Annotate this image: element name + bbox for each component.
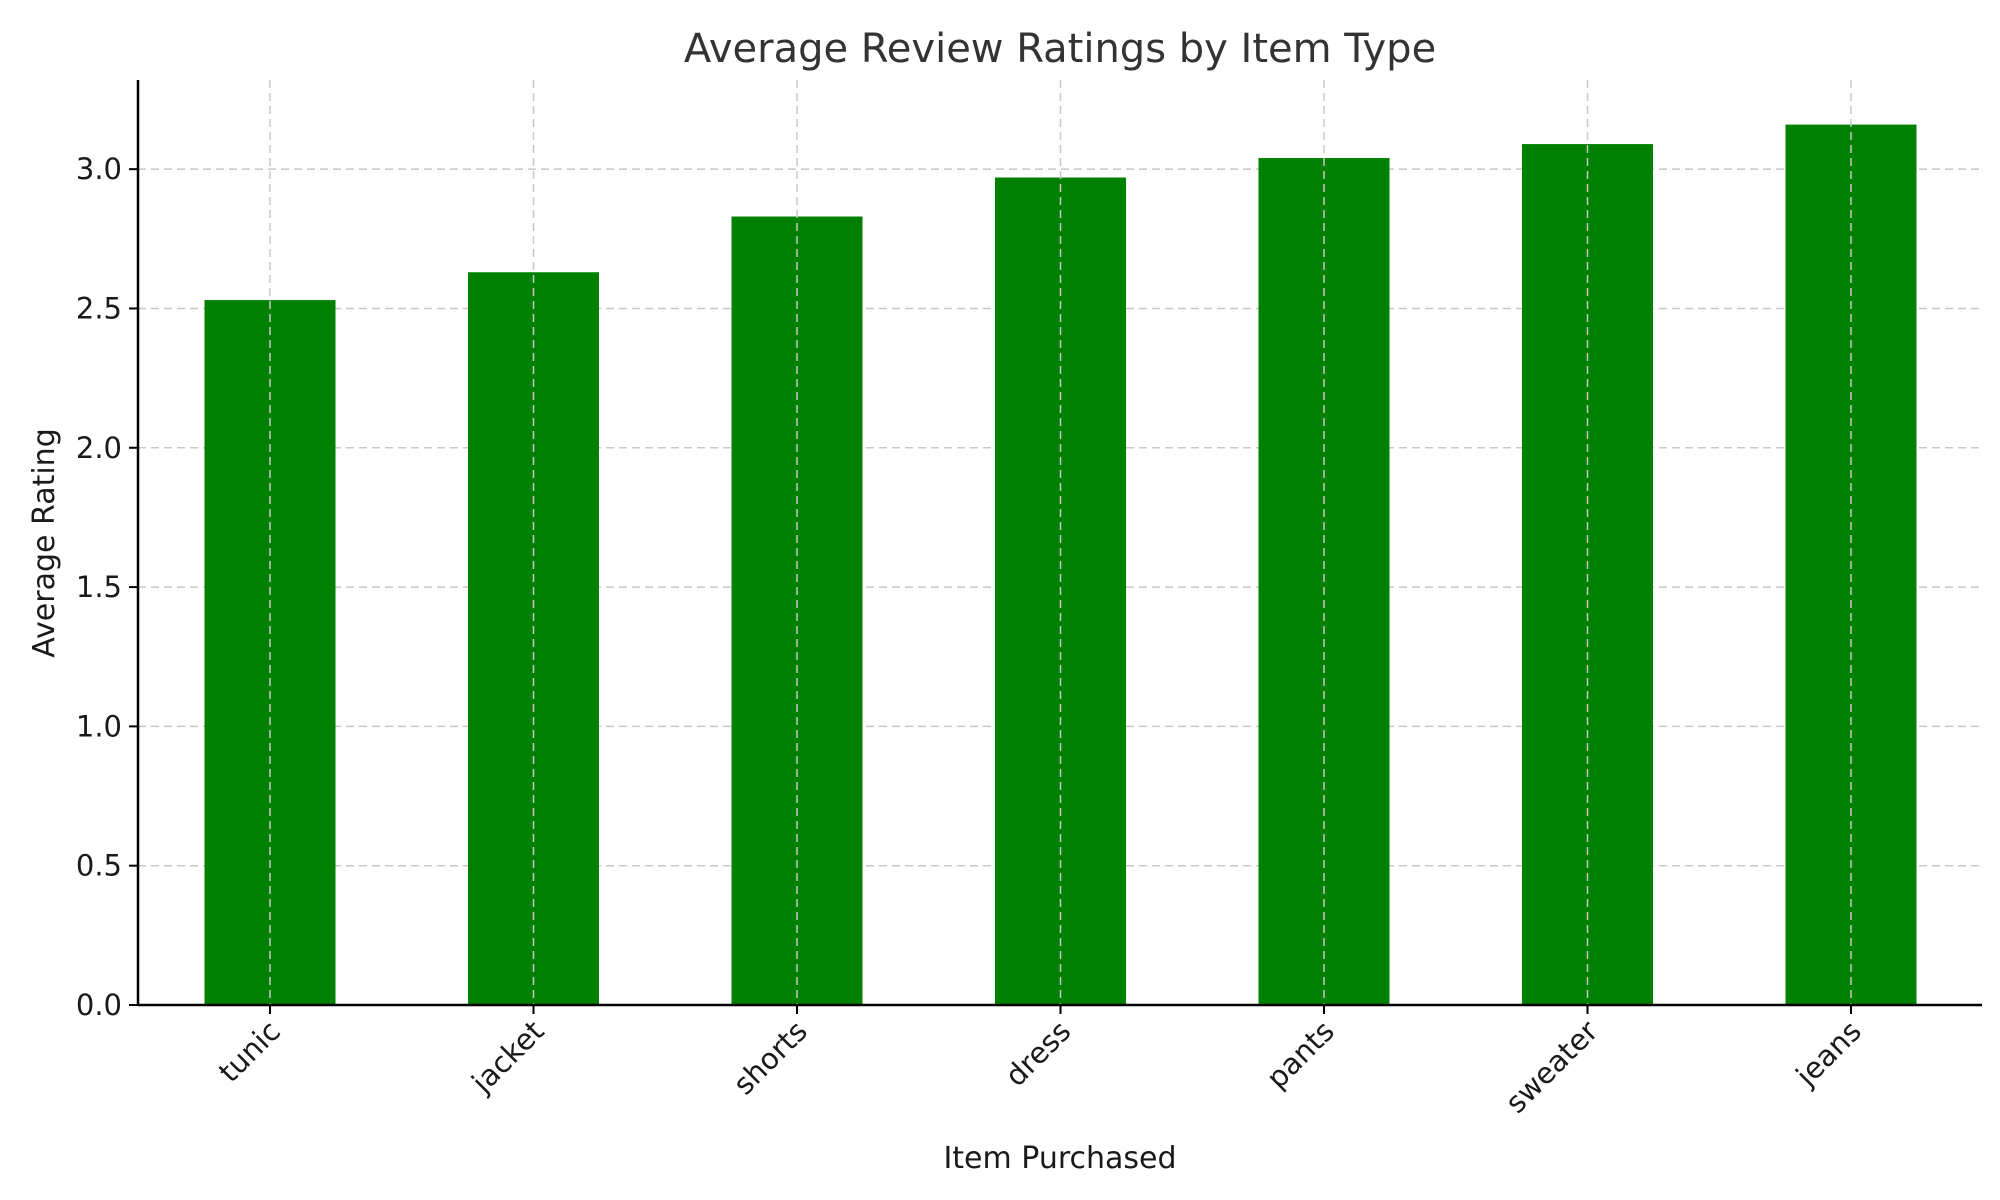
- x-tick-label-pants: pants: [1260, 1014, 1341, 1095]
- y-tick-label: 0.5: [76, 849, 122, 883]
- y-ticks-layer: 0.0 0.5 1.0 1.5 2.0 2.5 3.0: [76, 152, 138, 1022]
- y-tick-label: 2.5: [76, 291, 122, 325]
- y-axis-label: Average Rating: [27, 428, 62, 657]
- x-tick-label-jacket: jacket: [464, 1014, 550, 1100]
- grid-layer: [138, 168, 1982, 867]
- x-axis-label: Item Purchased: [943, 1141, 1176, 1176]
- x-tick-label-tunic: tunic: [212, 1014, 287, 1089]
- y-tick-label: 2.0: [76, 431, 122, 465]
- vertical-grid-layer: [269, 80, 1852, 1005]
- x-ticks-layer: tunic jacket shorts dress pants sweater jeans: [212, 1005, 1868, 1120]
- chart-title: Average Review Ratings by Item Type: [684, 26, 1436, 72]
- y-tick-label: 1.5: [76, 570, 122, 604]
- y-tick-label: 1.0: [76, 709, 122, 743]
- y-tick-label: 0.0: [76, 988, 122, 1022]
- x-tick-label-sweater: sweater: [1499, 1014, 1605, 1120]
- x-tick-label-dress: dress: [998, 1014, 1077, 1093]
- x-tick-label-shorts: shorts: [727, 1014, 814, 1101]
- y-tick-label: 3.0: [76, 152, 122, 186]
- x-tick-label-jeans: jeans: [1789, 1014, 1868, 1093]
